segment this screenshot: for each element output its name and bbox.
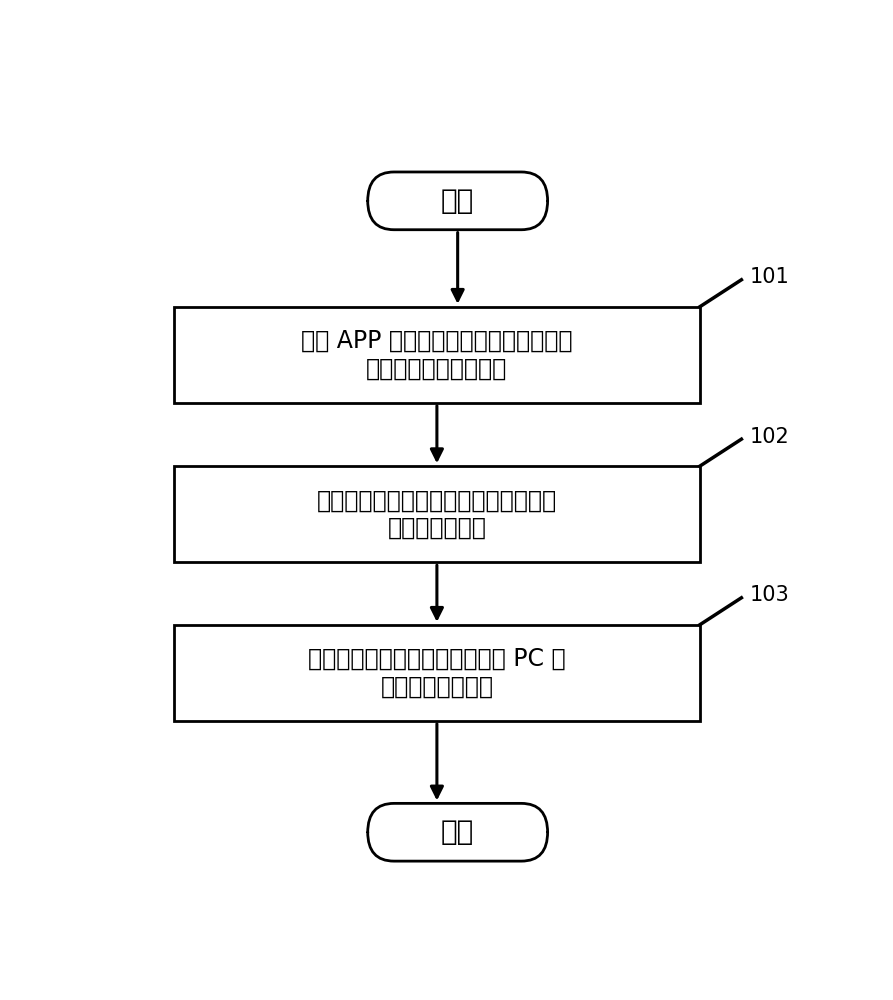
Text: 101: 101 [750, 267, 789, 287]
Bar [174, 625, 700, 721]
Text: 103: 103 [750, 585, 789, 605]
Text: 开始: 开始 [441, 187, 474, 215]
FancyBboxPatch shape [368, 803, 547, 861]
Text: 根据传感器设备属性和特征信号自动的
生成传感器指纹: 根据传感器设备属性和特征信号自动的 生成传感器指纹 [317, 488, 557, 540]
Text: 结束: 结束 [441, 818, 474, 846]
Text: 根据传感器指纹判断设备是否为 PC 上
伪造的手机移动端: 根据传感器指纹判断设备是否为 PC 上 伪造的手机移动端 [308, 647, 565, 699]
Bar [174, 307, 700, 403]
Text: 102: 102 [750, 427, 789, 447]
FancyBboxPatch shape [368, 172, 547, 230]
Bar [174, 466, 700, 562]
Text: 获取 APP 运行设备的传感器设备属性和
传感器产生的特征信号: 获取 APP 运行设备的传感器设备属性和 传感器产生的特征信号 [301, 329, 572, 381]
